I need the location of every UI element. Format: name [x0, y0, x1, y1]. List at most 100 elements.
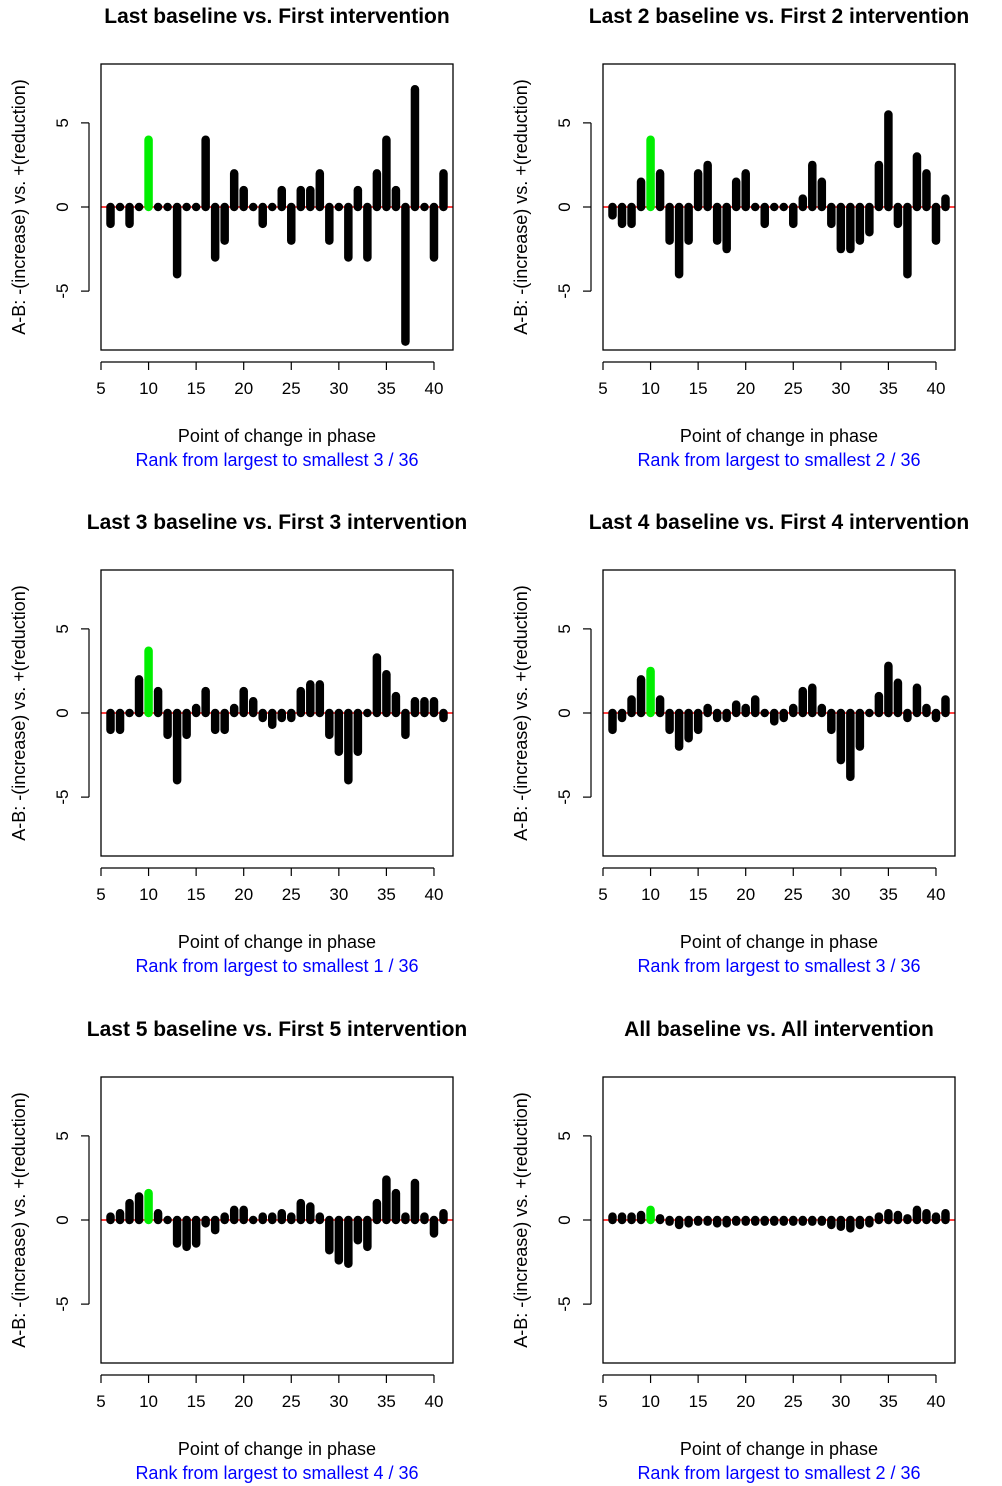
x-tick-label: 40 — [927, 379, 946, 398]
rank-text: Rank from largest to smallest 2 / 36 — [637, 450, 920, 470]
y-axis-label: A-B: -(increase) vs. +(reduction) — [9, 585, 29, 841]
x-tick-label: 40 — [425, 1392, 444, 1411]
x-tick-label: 5 — [598, 379, 607, 398]
x-tick-label: 15 — [689, 885, 708, 904]
y-tick-label: 5 — [53, 118, 72, 127]
y-axis-label: A-B: -(increase) vs. +(reduction) — [9, 79, 29, 335]
chart-title: Last 5 baseline vs. First 5 intervention — [87, 1018, 467, 1041]
x-tick-label: 30 — [329, 1392, 348, 1411]
chart-panel-5: Last 5 baseline vs. First 5 intervention… — [9, 1018, 467, 1483]
chart-panel-6: All baseline vs. All intervention 5 10 15 20… — [511, 1018, 956, 1483]
x-tick-label: 30 — [831, 1392, 850, 1411]
x-tick-label: 40 — [425, 379, 444, 398]
chart-title: Last 4 baseline vs. First 4 intervention — [589, 511, 969, 534]
y-tick-label: 5 — [53, 624, 72, 633]
x-tick-label: 20 — [234, 885, 253, 904]
rank-text: Rank from largest to smallest 2 / 36 — [637, 1463, 920, 1483]
rank-text: Rank from largest to smallest 1 / 36 — [135, 956, 418, 976]
y-tick-label: 0 — [53, 202, 72, 211]
plot-frame — [100, 63, 454, 351]
chart-title: All baseline vs. All intervention — [624, 1018, 934, 1041]
x-tick-label: 40 — [927, 1392, 946, 1411]
y-tick-label: -5 — [555, 1297, 574, 1312]
x-tick-label: 40 — [927, 885, 946, 904]
x-tick-label: 10 — [139, 379, 158, 398]
x-tick-label: 30 — [831, 379, 850, 398]
x-tick-label: 15 — [187, 1392, 206, 1411]
x-axis-label: Point of change in phase — [680, 426, 878, 446]
x-tick-label: 20 — [736, 885, 755, 904]
x-tick-label: 5 — [598, 1392, 607, 1411]
x-tick-label: 15 — [187, 379, 206, 398]
x-axis-label: Point of change in phase — [178, 1439, 376, 1459]
x-tick-label: 35 — [377, 1392, 396, 1411]
x-tick-label: 35 — [879, 1392, 898, 1411]
chart-panel-1: Last baseline vs. First intervention 5 10 1… — [9, 5, 454, 470]
plot-frame — [602, 63, 956, 351]
x-tick-label: 25 — [282, 379, 301, 398]
chart-title: Last 3 baseline vs. First 3 intervention — [87, 511, 467, 534]
x-tick-label: 5 — [96, 379, 105, 398]
x-tick-label: 5 — [598, 885, 607, 904]
x-tick-label: 20 — [234, 379, 253, 398]
x-tick-label: 15 — [187, 885, 206, 904]
x-axis-label: Point of change in phase — [178, 426, 376, 446]
y-tick-label: 0 — [555, 708, 574, 717]
x-tick-label: 20 — [736, 1392, 755, 1411]
rank-text: Rank from largest to smallest 3 / 36 — [135, 450, 418, 470]
x-tick-label: 10 — [641, 1392, 660, 1411]
y-tick-label: 0 — [555, 1215, 574, 1224]
y-tick-label: -5 — [53, 284, 72, 299]
x-tick-label: 25 — [784, 1392, 803, 1411]
x-tick-label: 25 — [784, 885, 803, 904]
x-tick-label: 35 — [879, 379, 898, 398]
plot-frame — [602, 569, 956, 857]
chart-title: Last baseline vs. First intervention — [104, 5, 449, 28]
y-tick-label: -5 — [555, 284, 574, 299]
y-tick-label: 5 — [555, 118, 574, 127]
x-tick-label: 10 — [641, 379, 660, 398]
y-tick-label: -5 — [555, 790, 574, 805]
y-tick-label: 0 — [53, 1215, 72, 1224]
plot-frame — [100, 1076, 454, 1364]
x-tick-label: 15 — [689, 379, 708, 398]
x-tick-label: 25 — [282, 885, 301, 904]
x-axis-label: Point of change in phase — [178, 932, 376, 952]
x-tick-label: 10 — [139, 1392, 158, 1411]
x-tick-label: 35 — [879, 885, 898, 904]
rank-text: Rank from largest to smallest 4 / 36 — [135, 1463, 418, 1483]
y-tick-label: 0 — [53, 708, 72, 717]
x-tick-label: 10 — [139, 885, 158, 904]
chart-title: Last 2 baseline vs. First 2 intervention — [589, 5, 969, 28]
y-tick-label: -5 — [53, 790, 72, 805]
y-tick-label: 5 — [555, 1131, 574, 1140]
x-tick-label: 5 — [96, 1392, 105, 1411]
x-tick-label: 15 — [689, 1392, 708, 1411]
x-tick-label: 20 — [736, 379, 755, 398]
y-tick-label: 0 — [555, 202, 574, 211]
y-tick-label: 5 — [53, 1131, 72, 1140]
x-tick-label: 25 — [282, 1392, 301, 1411]
x-tick-label: 10 — [641, 885, 660, 904]
chart-panel-4: Last 4 baseline vs. First 4 intervention… — [511, 511, 969, 976]
x-tick-label: 30 — [329, 885, 348, 904]
y-axis-label: A-B: -(increase) vs. +(reduction) — [511, 1092, 531, 1348]
y-axis-label: A-B: -(increase) vs. +(reduction) — [511, 585, 531, 841]
y-axis-label: A-B: -(increase) vs. +(reduction) — [9, 1092, 29, 1348]
x-tick-label: 30 — [831, 885, 850, 904]
x-tick-label: 40 — [425, 885, 444, 904]
x-tick-label: 20 — [234, 1392, 253, 1411]
plot-frame — [602, 1076, 956, 1364]
x-axis-label: Point of change in phase — [680, 1439, 878, 1459]
y-tick-label: -5 — [53, 1297, 72, 1312]
rank-text: Rank from largest to smallest 3 / 36 — [637, 956, 920, 976]
x-axis-label: Point of change in phase — [680, 932, 878, 952]
x-tick-label: 30 — [329, 379, 348, 398]
chart-panel-2: Last 2 baseline vs. First 2 intervention… — [511, 5, 969, 470]
x-tick-label: 25 — [784, 379, 803, 398]
plot-frame — [100, 569, 454, 857]
x-tick-label: 35 — [377, 885, 396, 904]
chart-panel-3: Last 3 baseline vs. First 3 intervention… — [9, 511, 467, 976]
x-tick-label: 35 — [377, 379, 396, 398]
